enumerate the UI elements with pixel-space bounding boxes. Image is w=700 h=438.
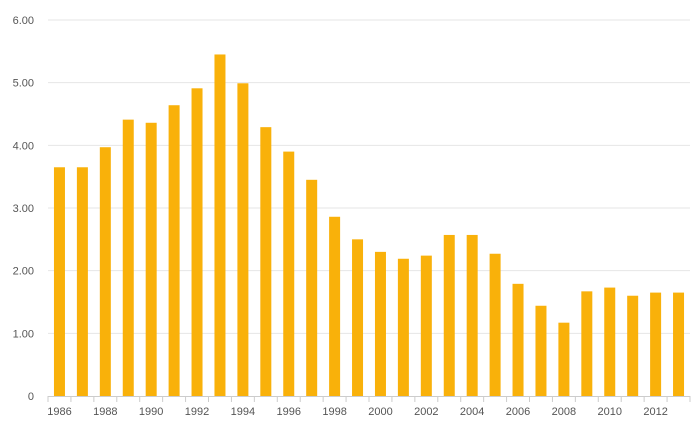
bar-2002 [420, 255, 432, 396]
bar-2009 [581, 291, 593, 396]
x-tick-label: 2008 [552, 406, 576, 418]
x-tick-label: 1992 [185, 406, 209, 418]
bar-2011 [627, 295, 639, 396]
y-tick-label: 2.00 [13, 266, 34, 278]
y-tick-label: 1.00 [13, 328, 34, 340]
y-axis-ticks: 0 1.00 2.00 3.00 4.00 5.00 6.00 [13, 15, 34, 403]
bar-1995 [260, 127, 272, 396]
bar-2008 [558, 322, 570, 396]
bar-2004 [466, 234, 478, 396]
bar-2006 [512, 283, 524, 396]
x-axis-ticks: 1986 1988 1990 1992 1994 1996 1998 2000 2002 2004… [47, 406, 668, 418]
bar-2003 [443, 234, 455, 396]
x-tick-label: 1986 [47, 406, 71, 418]
bar-1989 [122, 119, 134, 396]
x-tick-label: 1996 [277, 406, 301, 418]
bar-2000 [374, 251, 386, 396]
x-tick-label: 2002 [414, 406, 438, 418]
bar-1990 [145, 122, 157, 397]
x-tick-label: 2010 [598, 406, 622, 418]
bar-1994 [237, 83, 249, 396]
y-tick-label: 4.00 [13, 140, 34, 152]
bar-2013 [673, 292, 685, 396]
x-tick-label: 1990 [139, 406, 163, 418]
bar-2012 [650, 292, 662, 396]
x-tick-label: 2004 [460, 406, 484, 418]
x-tick-label: 1988 [93, 406, 117, 418]
y-tick-label: 0 [28, 391, 34, 403]
bar-1996 [283, 151, 295, 396]
y-tick-label: 3.00 [13, 203, 34, 215]
bar-1986 [53, 167, 65, 396]
bar-1999 [352, 239, 364, 396]
x-tick-label: 2012 [643, 406, 667, 418]
bar-1997 [306, 179, 318, 396]
x-tick-label: 2000 [368, 406, 392, 418]
bars [53, 54, 685, 397]
bar-1992 [191, 88, 203, 396]
bar-2010 [604, 287, 616, 396]
bar-2005 [489, 253, 501, 396]
bar-1991 [168, 105, 180, 396]
x-axis [47, 396, 691, 402]
bar-2001 [397, 258, 409, 396]
bar-1988 [99, 147, 111, 396]
x-tick-label: 1998 [322, 406, 346, 418]
bar-1998 [329, 216, 341, 396]
bar-1993 [214, 54, 226, 396]
bar-2007 [535, 305, 547, 396]
bar-1987 [76, 167, 88, 396]
gridlines [48, 19, 690, 334]
x-tick-label: 2006 [506, 406, 530, 418]
y-tick-label: 6.00 [13, 15, 34, 27]
y-tick-label: 5.00 [13, 78, 34, 90]
x-tick-label: 1994 [231, 406, 255, 418]
